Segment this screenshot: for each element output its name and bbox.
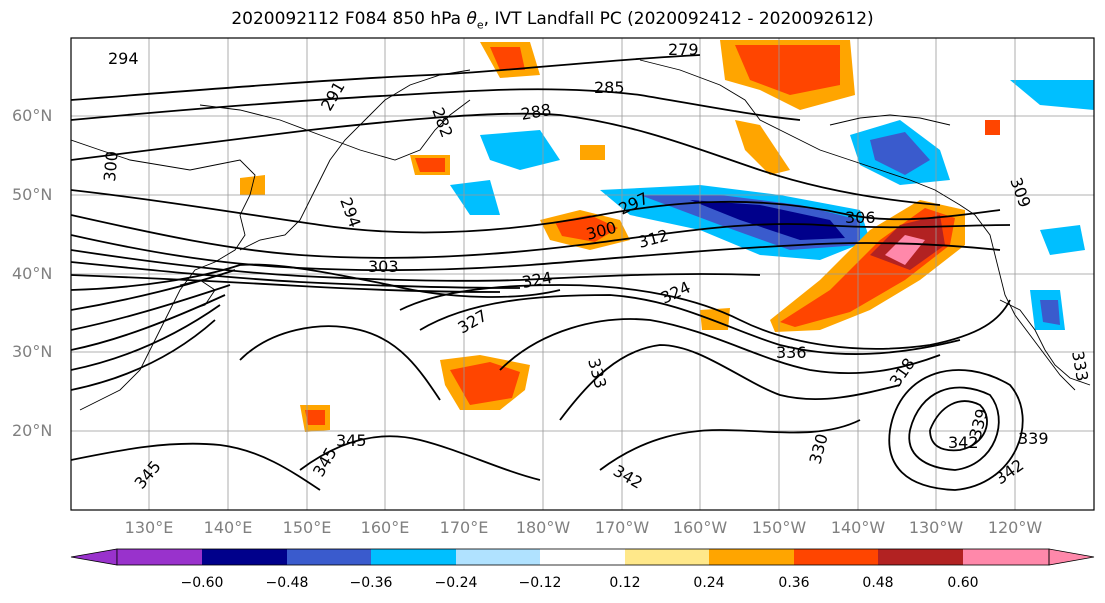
colorbar-tick: 0.24 <box>693 575 725 591</box>
lon-label: 170°E <box>439 518 489 537</box>
contour-label: 312 <box>636 226 670 252</box>
colorbar-extend-low <box>70 548 118 566</box>
map-title: 2020092112 F084 850 hPa θe, IVT Landfall… <box>231 9 874 32</box>
contour-label: 282 <box>428 105 456 140</box>
colorbar-tick: −0.36 <box>349 575 393 591</box>
colorbar-swatch <box>202 549 287 565</box>
contour-label: 345 <box>131 457 165 493</box>
colorbar-tick: 0.36 <box>778 575 810 591</box>
contour-label: 309 <box>1006 175 1034 210</box>
contour-label: 279 <box>668 40 699 59</box>
theta-e-contours <box>71 54 1024 491</box>
colorbar-swatch <box>540 549 625 565</box>
contour-label: 291 <box>317 78 349 114</box>
contour-label: 300 <box>100 150 122 182</box>
lat-label: 60°N <box>12 106 53 125</box>
contour-label: 288 <box>519 100 552 124</box>
contour-label: 333 <box>1068 349 1092 382</box>
lon-label: 140°E <box>203 518 253 537</box>
contour-label: 324 <box>658 277 694 307</box>
contour-label: 285 <box>594 78 625 97</box>
lon-label: 140°W <box>830 518 886 537</box>
colorbar-swatch <box>117 549 202 565</box>
colorbar-swatch <box>456 549 540 565</box>
contour-label: 339 <box>1018 429 1049 448</box>
lat-label: 30°N <box>12 342 53 361</box>
colorbar <box>70 548 1095 566</box>
lon-label: 150°W <box>751 518 807 537</box>
lon-label: 160°W <box>672 518 728 537</box>
contour-label: 306 <box>845 208 876 227</box>
contour-label: 294 <box>336 195 364 230</box>
colorbar-tick: −0.24 <box>434 575 478 591</box>
lat-label: 20°N <box>12 421 53 440</box>
lat-label: 50°N <box>12 185 53 204</box>
colorbar-swatch <box>794 549 878 565</box>
contour-label: 330 <box>806 432 832 466</box>
contour-label: 336 <box>776 343 807 362</box>
contour-label: 342 <box>991 455 1027 488</box>
contour-label: 294 <box>108 49 139 68</box>
lon-label: 130°W <box>908 518 964 537</box>
map-frame <box>70 37 1095 511</box>
lon-label: 130°E <box>124 518 174 537</box>
colorbar-swatch <box>287 549 371 565</box>
colorbar-tick: 0.12 <box>609 575 641 591</box>
contour-labels: 294 291 282 279 285 288 300 297 300 312 … <box>100 40 1092 493</box>
colorbar-swatch <box>963 549 1049 565</box>
contour-label: 303 <box>368 257 399 276</box>
colorbar-extend-high <box>1048 548 1095 566</box>
lat-label: 40°N <box>12 264 53 283</box>
colorbar-swatch <box>625 549 709 565</box>
colorbar-tick: 0.60 <box>947 575 979 591</box>
lon-label: 150°E <box>282 518 332 537</box>
contour-label: 324 <box>520 268 553 292</box>
colorbar-tick: −0.48 <box>265 575 309 591</box>
lon-label: 160°E <box>360 518 410 537</box>
anomaly-fills <box>240 40 1094 432</box>
lon-label: 120°W <box>987 518 1043 537</box>
lon-label: 180°W <box>515 518 571 537</box>
contour-label: 342 <box>948 433 979 452</box>
colorbar-tick: −0.60 <box>180 575 224 591</box>
colorbar-swatch <box>371 549 456 565</box>
colorbar-swatch <box>878 549 963 565</box>
colorbar-swatch <box>709 549 794 565</box>
contour-label: 339 <box>966 407 992 441</box>
colorbar-tick: 0.48 <box>862 575 894 591</box>
lon-label: 170°W <box>594 518 650 537</box>
contour-label: 345 <box>336 431 367 450</box>
contour-label: 342 <box>610 461 646 493</box>
colorbar-tick: −0.12 <box>518 575 562 591</box>
contour-label: 327 <box>455 306 491 338</box>
